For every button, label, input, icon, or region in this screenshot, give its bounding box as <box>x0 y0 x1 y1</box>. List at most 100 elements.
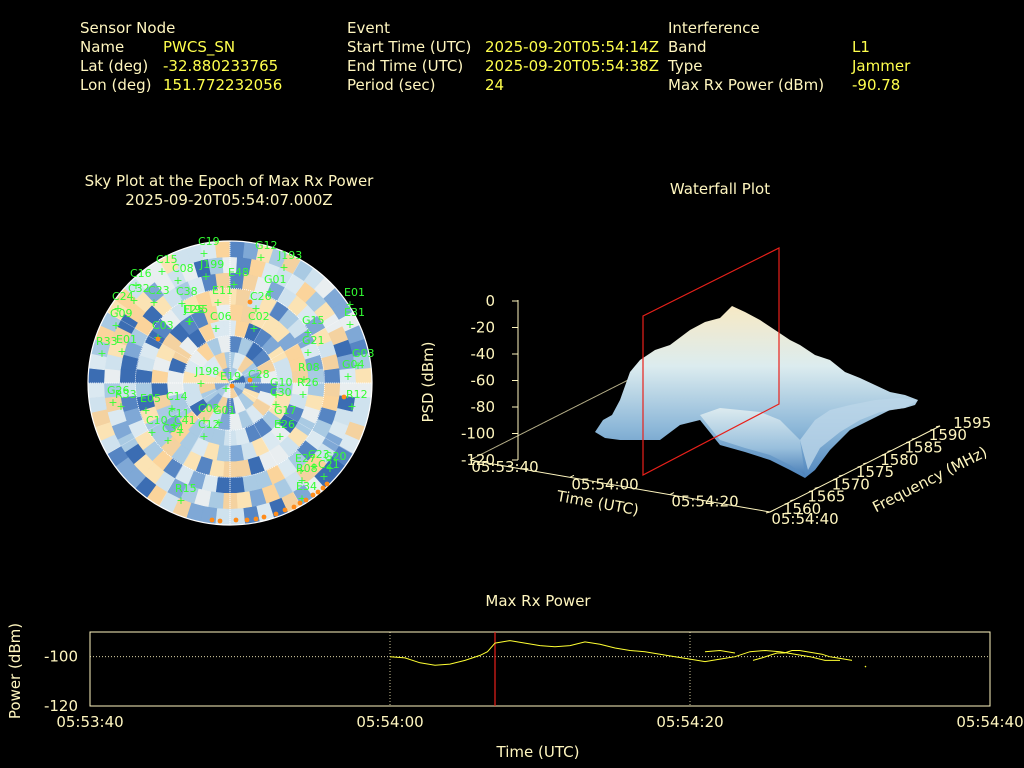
satellite-label: J193 <box>277 249 302 262</box>
sky-edge-marker <box>233 517 239 523</box>
satellite-label: C03 <box>152 319 174 332</box>
sky-edge-marker <box>320 485 326 491</box>
satellite-label: G15 <box>302 314 325 327</box>
power-series-point <box>864 665 867 668</box>
satellite-plus: + <box>111 319 120 332</box>
power-series-line <box>752 650 853 661</box>
sensor-name-label: Name <box>80 38 125 56</box>
sensor-name-value: PWCS_SN <box>163 38 236 56</box>
satellite-plus: + <box>249 322 258 335</box>
sky-heat-cell <box>88 382 105 399</box>
satellite-plus: + <box>343 370 352 383</box>
satellite-label: G12 <box>255 239 278 252</box>
satellite-label: E27 <box>295 452 316 465</box>
satellite-plus: + <box>184 315 193 328</box>
waterfall-y-tick <box>790 499 795 502</box>
sensor-node-title: Sensor Node <box>80 19 176 37</box>
power-x-tick-label: 05:54:00 <box>356 713 423 731</box>
satellite-plus: + <box>169 419 178 432</box>
satellite-label: C11 <box>168 407 190 420</box>
satellite-label: C30 <box>270 386 292 399</box>
satellite-plus: + <box>116 400 125 413</box>
waterfall-y-tick-label: 1570 <box>832 475 870 493</box>
event-start-value: 2025-09-20T05:54:14Z <box>485 38 659 56</box>
satellite-label: C21 <box>318 458 340 471</box>
satellite-plus: + <box>211 322 220 335</box>
power-x-tick-label: 05:54:20 <box>656 713 723 731</box>
satellite-label: E19 <box>220 370 241 383</box>
satellite-plus: + <box>201 270 210 283</box>
satellite-label: C08 <box>172 262 194 275</box>
sensor-lat-value: -32.880233765 <box>163 57 279 75</box>
satellite-label: J198 <box>194 365 219 378</box>
waterfall-epoch-plane <box>642 247 780 476</box>
satellite-plus: + <box>117 345 126 358</box>
event-end-label: End Time (UTC) <box>347 57 464 75</box>
power-series-line <box>389 640 840 666</box>
satellite-plus: + <box>113 302 122 315</box>
waterfall-y-tick <box>887 450 892 452</box>
event-start-label: Start Time (UTC) <box>347 38 472 56</box>
waterfall-y-tick <box>911 437 916 440</box>
satellite-plus: + <box>199 414 208 427</box>
waterfall-surface <box>595 306 918 478</box>
sky-edge-marker <box>253 516 259 522</box>
sky-azimuth-line <box>106 384 227 455</box>
interference-title: Interference <box>668 19 760 37</box>
satellite-label: C12 <box>198 418 220 431</box>
power-chart-y-label: Power (dBm) <box>6 623 24 719</box>
satellite-label: R12 <box>346 388 368 401</box>
satellite-plus: + <box>299 373 308 386</box>
waterfall-plot: Waterfall Plot 0 -20 -40 -60 -80 -100 -120 05:… <box>419 180 991 528</box>
power-chart-grid <box>90 632 990 706</box>
satellite-plus: + <box>163 434 172 447</box>
sky-grid <box>87 240 373 526</box>
satellite-label: E01 <box>344 286 365 299</box>
satellite-label: J195 <box>183 303 208 316</box>
sky-edge-marker <box>282 507 288 513</box>
satellite-label: G01 <box>213 404 236 417</box>
satellite-label: C34 <box>162 422 184 435</box>
sky-edge-marker <box>310 492 316 498</box>
power-chart-x-label: Time (UTC) <box>496 743 580 761</box>
event-end-value: 2025-09-20T05:54:38Z <box>485 57 659 75</box>
satellite-plus: + <box>298 388 307 401</box>
satellite-plus: + <box>256 251 265 264</box>
satellite-label: C02 <box>198 402 220 415</box>
satellite-plus: + <box>279 261 288 274</box>
sky-heat-cell <box>323 382 341 398</box>
sky-edge-markers <box>155 299 347 524</box>
power-chart-frame <box>89 631 991 707</box>
satellite-label: C15 <box>156 253 178 266</box>
satellite-label: G03 <box>352 347 375 360</box>
sky-edge-marker <box>341 394 347 400</box>
satellite-plus: + <box>309 460 318 473</box>
satellite-label: R26 <box>297 376 319 389</box>
sky-heat-cell <box>323 368 341 384</box>
waterfall-y-tick-label: 1560 <box>783 500 821 518</box>
waterfall-x-tick-label: 05:54:00 <box>571 475 638 493</box>
satellite-plus: + <box>213 296 222 309</box>
sky-edge-marker <box>155 336 161 342</box>
waterfall-y-tick-label: 1585 <box>905 439 943 457</box>
satellite-label: R33 <box>96 335 118 348</box>
satellite-plus: + <box>265 285 274 298</box>
satellite-label: R33 <box>115 388 137 401</box>
waterfall-surface-ridge <box>700 408 805 475</box>
waterfall-x-tick-label: 05:54:40 <box>771 510 838 528</box>
waterfall-y-tick <box>838 474 844 477</box>
waterfall-y-tick-label: 1565 <box>807 488 845 506</box>
satellite-label: E11 <box>212 284 233 297</box>
satellite-plus: + <box>275 430 284 443</box>
interference-type-label: Type <box>668 57 703 75</box>
waterfall-z-tick-label: -100 <box>461 425 495 443</box>
satellite-label: C32 <box>128 282 150 295</box>
satellite-plus: + <box>149 296 158 309</box>
power-x-tick-label: 05:53:40 <box>56 713 123 731</box>
interference-type-value: Jammer <box>852 57 911 75</box>
sky-heat-cell <box>88 367 105 384</box>
waterfall-z-tick-label: -20 <box>471 319 496 337</box>
satellite-label: G01 <box>264 273 287 286</box>
sensor-lon-label: Lon (deg) <box>80 76 152 94</box>
